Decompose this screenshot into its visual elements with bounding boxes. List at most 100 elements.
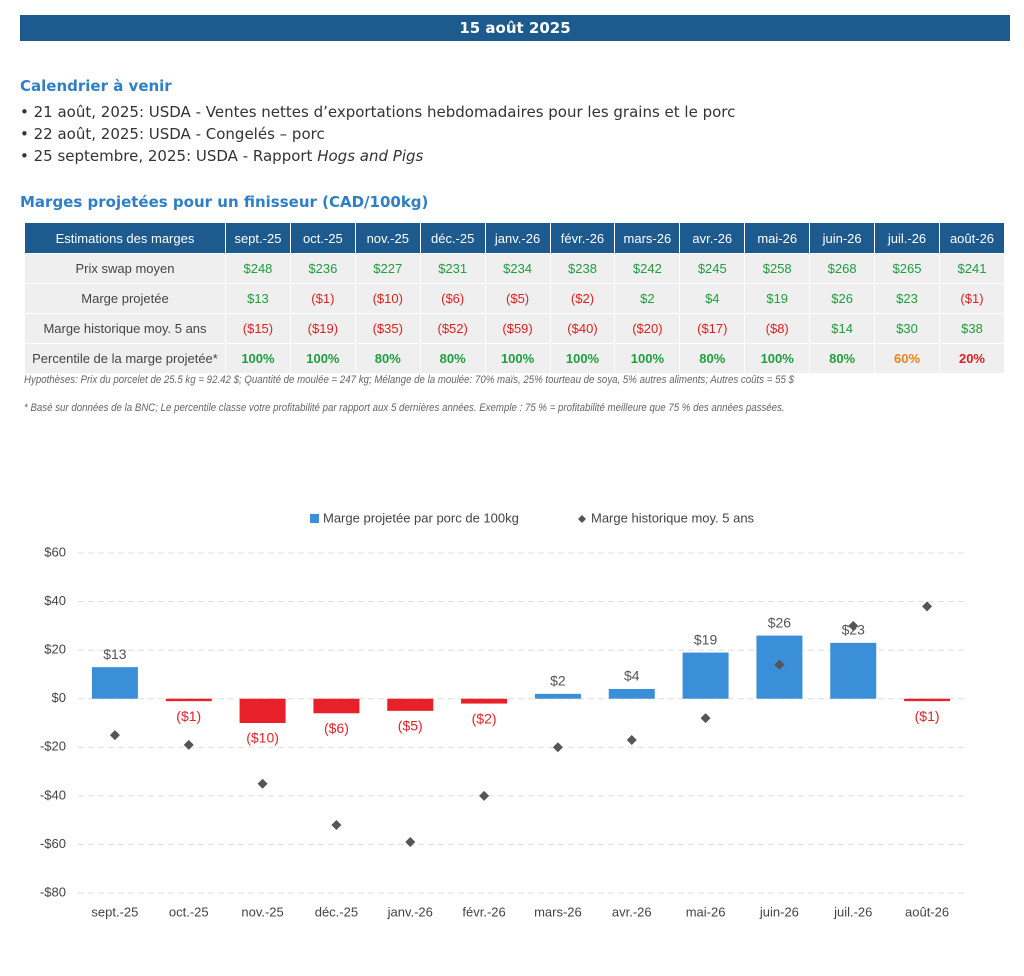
y-tick-label: $0 bbox=[52, 690, 66, 705]
y-tick-label: $40 bbox=[44, 593, 66, 608]
marker bbox=[552, 742, 563, 753]
x-tick-label: août-26 bbox=[905, 904, 949, 919]
value-cell: 80% bbox=[679, 343, 746, 374]
calendar-item: 25 septembre, 2025: USDA - Rapport Hogs … bbox=[20, 145, 735, 167]
marker bbox=[109, 730, 120, 741]
table-row: Prix swap moyen $248 $236 $227 $231 $234 $238 $… bbox=[24, 253, 1006, 284]
marker bbox=[922, 601, 933, 612]
value-cell: $19 bbox=[744, 283, 811, 314]
y-tick-label: $20 bbox=[44, 642, 66, 657]
value-cell: ($1) bbox=[289, 283, 356, 314]
calendar-item: 21 août, 2025: USDA - Ventes nettes d’ex… bbox=[20, 101, 736, 123]
bar bbox=[91, 667, 138, 699]
value-cell: ($6) bbox=[419, 283, 486, 314]
value-cell: $234 bbox=[484, 253, 551, 284]
header-cell: août-26 bbox=[938, 222, 1006, 254]
bar bbox=[830, 642, 877, 699]
bar bbox=[608, 689, 655, 699]
bar bbox=[904, 698, 951, 702]
data-label: ($6) bbox=[324, 720, 349, 736]
legend-label: Marge projetée par porc de 100kg bbox=[323, 510, 519, 525]
value-cell: $38 bbox=[938, 313, 1006, 344]
header-row: Estimations des marges sept.-25 oct.-25 nov… bbox=[24, 222, 1006, 254]
y-tick-label: -$40 bbox=[40, 787, 66, 802]
calendar-text: 22 août, 2025: USDA - Congelés – porc bbox=[33, 125, 325, 143]
x-tick-label: mars-26 bbox=[534, 904, 582, 919]
value-cell: $241 bbox=[938, 253, 1006, 284]
header-cell: avr.-26 bbox=[679, 222, 746, 254]
value-cell: 100% bbox=[225, 343, 291, 374]
value-cell: ($19) bbox=[289, 313, 356, 344]
value-cell: $30 bbox=[874, 313, 940, 344]
marker bbox=[700, 713, 711, 724]
data-label: $2 bbox=[550, 673, 566, 689]
calendar-list: 21 août, 2025: USDA - Ventes nettes d’ex… bbox=[20, 101, 736, 167]
data-label: ($5) bbox=[398, 718, 423, 734]
header-cell: juin-26 bbox=[809, 222, 876, 254]
table-title: Marges projetées pour un finisseur (CAD/… bbox=[20, 193, 429, 211]
bar bbox=[387, 698, 434, 711]
row-label: Marge projetée bbox=[24, 283, 226, 314]
marker bbox=[257, 778, 268, 789]
value-cell: $4 bbox=[679, 283, 746, 314]
value-cell: 100% bbox=[614, 343, 681, 374]
value-cell: ($35) bbox=[354, 313, 421, 344]
value-cell: $14 bbox=[809, 313, 876, 344]
value-cell: 20% bbox=[938, 343, 1006, 374]
note: Hypothèses: Prix du porcelet de 25.5 kg … bbox=[24, 374, 794, 386]
value-cell: $236 bbox=[289, 253, 356, 284]
data-label: ($1) bbox=[915, 708, 940, 724]
value-cell: ($10) bbox=[354, 283, 421, 314]
x-tick-label: déc.-25 bbox=[315, 904, 358, 919]
header-cell: déc.-25 bbox=[419, 222, 486, 254]
value-cell: 80% bbox=[419, 343, 486, 374]
value-cell: $23 bbox=[874, 283, 940, 314]
bar bbox=[165, 698, 212, 702]
calendar-title: Calendrier à venir bbox=[20, 77, 172, 95]
row-label: Percentile de la marge projetée* bbox=[24, 343, 226, 374]
calendar-text: 25 septembre, 2025: USDA - Rapport bbox=[33, 147, 318, 165]
x-tick-label: oct.-25 bbox=[169, 904, 209, 919]
table-row: Percentile de la marge projetée* 100% 100%… bbox=[24, 343, 1006, 374]
header-cell: Estimations des marges bbox=[24, 222, 226, 254]
value-cell: 80% bbox=[809, 343, 876, 374]
header-cell: mars-26 bbox=[614, 222, 681, 254]
value-cell: ($1) bbox=[938, 283, 1006, 314]
marker bbox=[479, 790, 490, 801]
value-cell: ($8) bbox=[744, 313, 811, 344]
y-tick-label: $60 bbox=[44, 544, 66, 559]
legend-swatch bbox=[310, 514, 319, 523]
value-cell: $227 bbox=[354, 253, 421, 284]
value-cell: ($15) bbox=[225, 313, 291, 344]
value-cell: ($52) bbox=[419, 313, 486, 344]
data-label: $4 bbox=[624, 668, 640, 684]
marker bbox=[405, 837, 416, 847]
marker bbox=[626, 735, 637, 745]
header-cell: oct.-25 bbox=[289, 222, 356, 254]
legend-swatch bbox=[578, 515, 586, 523]
data-label: ($2) bbox=[472, 710, 497, 726]
value-cell: 100% bbox=[744, 343, 811, 374]
header-cell: nov.-25 bbox=[354, 222, 421, 254]
table-row: Marge historique moy. 5 ans ($15) ($19) ($3… bbox=[24, 313, 1006, 344]
margin-table: Estimations des marges sept.-25 oct.-25 nov… bbox=[24, 222, 1006, 374]
value-cell: 100% bbox=[549, 343, 616, 374]
value-cell: ($20) bbox=[614, 313, 681, 344]
value-cell: ($5) bbox=[484, 283, 551, 314]
header-cell: sept.-25 bbox=[225, 222, 291, 254]
y-tick-label: -$80 bbox=[40, 884, 66, 899]
value-cell: $265 bbox=[874, 253, 940, 284]
value-cell: $268 bbox=[809, 253, 876, 284]
row-label: Prix swap moyen bbox=[24, 253, 226, 284]
calendar-item: 22 août, 2025: USDA - Congelés – porc bbox=[20, 123, 735, 145]
chart: -$80 -$60 -$40 -$20 $0 $20 $40 $60 sept.-25 oct.-… bbox=[40, 510, 964, 919]
value-cell: ($17) bbox=[679, 313, 746, 344]
value-cell: ($59) bbox=[484, 313, 551, 344]
calendar-italic: Hogs and Pigs bbox=[317, 147, 424, 165]
y-tick-label: -$60 bbox=[40, 836, 66, 851]
data-label: ($1) bbox=[176, 708, 201, 724]
marker bbox=[774, 659, 785, 670]
value-cell: $231 bbox=[419, 253, 486, 284]
data-label: $26 bbox=[768, 614, 792, 630]
